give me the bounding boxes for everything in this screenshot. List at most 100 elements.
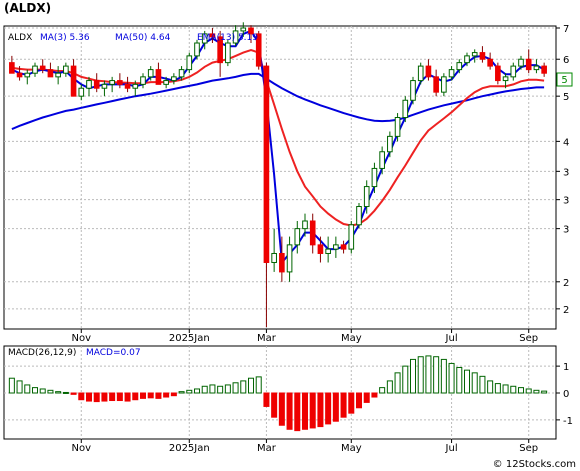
macd-bar (101, 392, 108, 402)
price-x-axis: Nov 2025Jan Mar May Jul Sep (72, 329, 538, 344)
candle-body (132, 83, 139, 89)
candle (24, 69, 31, 85)
candle-body (541, 65, 547, 74)
candle (286, 236, 293, 282)
candle (86, 76, 92, 97)
candle (410, 76, 416, 105)
candle (456, 59, 463, 74)
candle-body (201, 33, 208, 44)
candle (155, 62, 162, 85)
candle (356, 203, 362, 229)
candle (271, 228, 277, 272)
macd-bar (440, 358, 447, 394)
candle (371, 162, 378, 194)
macd-bar (186, 389, 193, 394)
candle-body (194, 42, 200, 57)
macd-legend-label: MACD(26,12,9) (8, 348, 76, 358)
macd-bar (502, 384, 509, 394)
candle-body (464, 55, 470, 64)
macd-histogram (8, 355, 548, 432)
macd-bar (379, 387, 386, 394)
macd-bar (433, 356, 440, 394)
last-price-label: 5 (561, 75, 567, 86)
legend-ema13: EMA(13) 5.19 (197, 33, 258, 43)
candle (333, 236, 339, 258)
candle-body (348, 224, 355, 250)
candle-body (217, 36, 223, 64)
candle (302, 213, 308, 237)
candle-body (325, 248, 331, 254)
candle-body (9, 62, 15, 74)
macd-bar (463, 369, 471, 394)
macd-bar (286, 392, 293, 430)
candle-body (495, 65, 501, 82)
legend-ma50: MA(50) 4.64 (115, 33, 171, 43)
candle-body (502, 76, 509, 82)
macd-bar (278, 392, 285, 426)
candle-body (109, 80, 115, 85)
candle-body (441, 76, 447, 93)
candle (441, 73, 447, 97)
candle (425, 59, 432, 81)
candle (117, 73, 123, 89)
macd-bar (178, 391, 185, 394)
macd-bar (147, 392, 154, 399)
ma50-line (11, 72, 545, 131)
candle-body (510, 65, 517, 78)
candle-body (178, 69, 185, 78)
candle (510, 62, 517, 81)
macd-y-tick-label: -1 (563, 416, 573, 427)
price-y-tick-label: 2 (563, 278, 569, 289)
macd-bar (263, 392, 270, 407)
candle (201, 30, 208, 50)
macd-bar (301, 392, 309, 430)
candle-body (379, 151, 385, 169)
macd-y-tick-label: 1 (563, 362, 569, 373)
candle-body (433, 76, 439, 93)
chart-title: (ALDX) (4, 1, 52, 15)
macd-bar (201, 385, 208, 394)
price-y-tick-label: 2 (563, 305, 569, 316)
macd-bar (510, 385, 517, 394)
candle-body (255, 33, 262, 67)
candle-body (425, 65, 432, 78)
candle-body (117, 80, 123, 85)
macd-x-tick-label: 2025Jan (169, 443, 210, 454)
candle (232, 25, 239, 47)
price-y-tick-label: 7 (563, 24, 569, 35)
candle-body (410, 80, 416, 101)
candle-body (371, 167, 378, 188)
candle (147, 66, 154, 81)
macd-bar (517, 387, 525, 394)
macd-bar (271, 392, 278, 418)
candle-body (448, 69, 455, 78)
macd-bar (541, 390, 548, 394)
candle (32, 62, 38, 77)
candle-body (271, 252, 277, 263)
macd-bar (332, 392, 339, 422)
candle-body (155, 69, 162, 85)
macd-bar (409, 358, 417, 394)
macd-y-axis: 1 0 -1 (556, 362, 573, 427)
candle-body (232, 30, 239, 44)
candle (495, 62, 501, 85)
candle-body (279, 252, 285, 273)
price-y-tick-label: 3 (563, 167, 569, 178)
price-x-tick-label: 2025Jan (169, 333, 210, 344)
macd-bar (70, 392, 77, 395)
candle-body (55, 72, 61, 78)
price-x-tick-label: Mar (257, 333, 277, 344)
candle-body (248, 27, 254, 35)
candle (479, 46, 486, 63)
candle (240, 22, 247, 37)
candle (525, 49, 532, 74)
macd-bar (139, 392, 147, 399)
candle (209, 28, 216, 44)
macd-bar (325, 392, 332, 425)
candle-body (317, 244, 324, 254)
candle-body (333, 244, 339, 250)
macd-bar (124, 392, 131, 402)
macd-bar (78, 392, 85, 401)
candle-body (533, 65, 540, 71)
macd-y-tick-label: 0 (563, 389, 569, 400)
